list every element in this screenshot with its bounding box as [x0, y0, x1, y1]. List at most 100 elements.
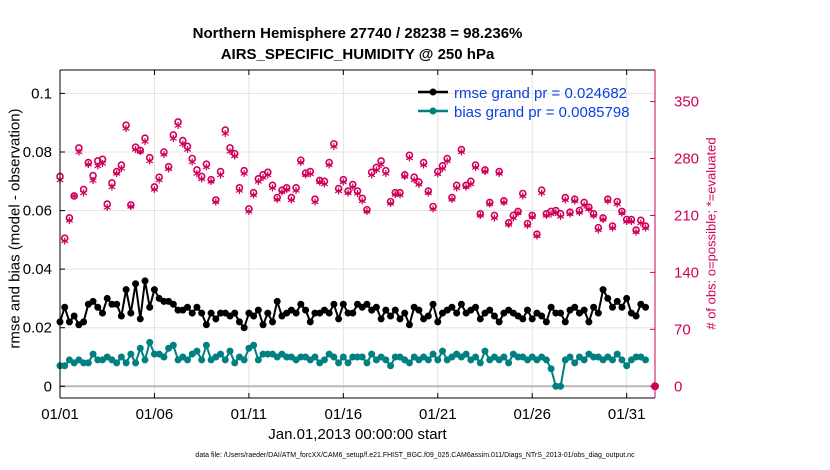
rmse-point — [542, 318, 550, 326]
obs-evaluated-marker: * — [576, 206, 584, 224]
obs-evaluated-marker: * — [117, 162, 125, 180]
rmse-point — [306, 318, 314, 326]
obs-evaluated-marker: * — [406, 151, 414, 169]
y-tick-label: 0 — [44, 378, 52, 395]
rmse-point — [240, 324, 248, 332]
obs-possible-marker — [287, 193, 296, 202]
rmse-point — [212, 315, 220, 323]
rmse-point — [202, 321, 210, 329]
obs-possible-marker — [334, 184, 343, 193]
bias-point — [330, 353, 338, 361]
obs-possible-marker — [410, 173, 418, 182]
obs-possible-marker — [235, 183, 244, 192]
obs-evaluated-marker: * — [557, 210, 565, 228]
obs-possible-marker — [216, 167, 225, 176]
obs-possible-marker — [207, 175, 215, 184]
obs-evaluated-marker: * — [618, 207, 626, 225]
rmse-point — [259, 321, 267, 329]
bias-point — [240, 356, 248, 364]
obs-possible-marker — [405, 151, 414, 160]
bias-point — [557, 382, 565, 390]
obs-possible-marker — [169, 131, 178, 139]
bias-point — [382, 356, 390, 364]
obs-evaluated-marker: * — [571, 194, 579, 212]
obs-possible-marker — [467, 177, 475, 186]
obs-possible-marker — [212, 196, 220, 204]
rmse-point — [604, 294, 612, 302]
obs-possible-marker — [627, 215, 636, 224]
obs-evaluated-marker: * — [528, 211, 536, 229]
rmse-point — [377, 315, 385, 323]
obs-possible-marker — [245, 205, 253, 213]
obs-evaluated-marker: * — [627, 215, 635, 233]
obs-possible-marker — [178, 136, 187, 145]
x-tick-label: 01/31 — [608, 406, 646, 423]
rmse-point — [89, 297, 97, 305]
obs-possible-marker — [509, 211, 518, 220]
rmse-point — [486, 306, 494, 314]
obs-possible-marker — [249, 188, 258, 197]
obs-evaluated-marker: * — [236, 184, 244, 202]
rmse-point — [585, 318, 593, 326]
obs-evaluated-marker: * — [509, 212, 517, 230]
obs-evaluated-marker: * — [193, 167, 201, 185]
obs-possible-marker — [580, 198, 588, 207]
rmse-point — [339, 300, 347, 308]
bias-point — [335, 359, 343, 367]
bias-point — [387, 362, 395, 370]
obs-possible-marker — [537, 186, 546, 195]
obs-possible-marker — [84, 158, 93, 167]
bias-point — [618, 356, 626, 364]
obs-possible-marker — [547, 207, 555, 216]
rmse-point — [292, 309, 300, 317]
rmse-point — [169, 300, 177, 308]
obs-possible-marker — [618, 207, 626, 216]
rmse-point — [415, 306, 423, 314]
rmse-point — [254, 306, 262, 314]
obs-evaluated-marker: * — [561, 194, 569, 212]
obs-possible-marker — [268, 181, 277, 190]
bias-point — [462, 350, 470, 358]
legend-label: bias grand pr = 0.0085798 — [454, 104, 630, 121]
bias-point — [472, 353, 480, 361]
obs-possible-marker — [117, 161, 126, 169]
rmse-point — [99, 309, 106, 317]
rmse-point — [547, 303, 555, 311]
obs-possible-marker — [490, 211, 499, 220]
rmse-point — [571, 303, 579, 311]
obs-evaluated-marker: * — [580, 199, 588, 217]
obs-possible-marker — [613, 197, 622, 206]
obs-possible-marker — [481, 166, 489, 174]
obs-evaluated-marker: * — [151, 183, 159, 201]
rmse-point — [538, 312, 546, 320]
obs-evaluated-marker: * — [207, 175, 215, 193]
y2-tick-label: 210 — [674, 207, 699, 224]
obs-possible-marker — [145, 153, 154, 162]
bias-point — [61, 362, 69, 370]
obs-possible-marker — [164, 162, 173, 171]
obs-possible-marker — [79, 185, 88, 194]
bias-point — [117, 353, 125, 361]
obs-evaluated-marker: * — [165, 163, 173, 181]
obs-evaluated-marker: * — [476, 209, 484, 227]
rmse-point — [594, 309, 602, 317]
obs-evaluated-marker: * — [642, 221, 650, 239]
rmse-point — [528, 315, 536, 323]
obs-evaluated-marker: * — [613, 198, 621, 216]
obs-possible-marker — [457, 145, 466, 154]
obs-evaluated-marker: * — [358, 194, 366, 212]
obs-evaluated-marker: * — [491, 212, 499, 230]
obs-possible-marker — [599, 214, 607, 222]
rmse-point — [391, 306, 399, 314]
obs-evaluated-marker: * — [462, 181, 470, 199]
bias-point — [609, 356, 616, 364]
obs-evaluated-marker: * — [363, 205, 371, 223]
obs-possible-marker — [485, 198, 494, 207]
obs-evaluated-marker: * — [590, 209, 598, 227]
obs-possible-marker — [122, 121, 130, 129]
bias-point — [254, 356, 262, 364]
bias-point — [136, 344, 144, 352]
obs-evaluated-marker: * — [335, 185, 343, 203]
obs-evaluated-marker: * — [533, 229, 541, 247]
obs-possible-marker — [89, 171, 97, 180]
